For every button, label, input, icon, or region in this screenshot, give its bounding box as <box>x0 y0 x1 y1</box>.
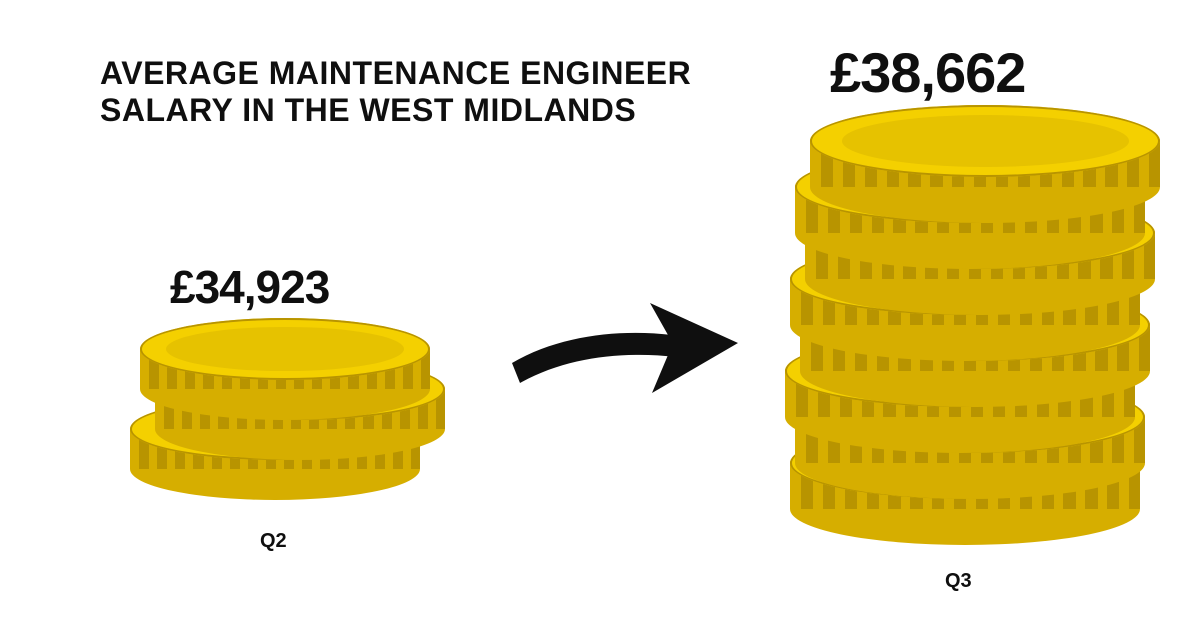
coin <box>810 105 1160 223</box>
value-label-q3: £38,662 <box>830 40 1025 105</box>
arrow-icon <box>500 285 740 405</box>
title-line-2: Salary in the West Midlands <box>100 92 691 129</box>
coin <box>140 318 430 420</box>
coin-stack-q2 <box>130 318 480 500</box>
value-label-q2: £34,923 <box>170 260 329 314</box>
title-line-1: Average Maintenance Engineer <box>100 55 691 92</box>
page-title: Average Maintenance Engineer Salary in t… <box>100 55 691 129</box>
quarter-label-q3: Q3 <box>945 570 972 593</box>
coin-stack-q3 <box>790 105 1200 545</box>
quarter-label-q2: Q2 <box>260 530 287 553</box>
